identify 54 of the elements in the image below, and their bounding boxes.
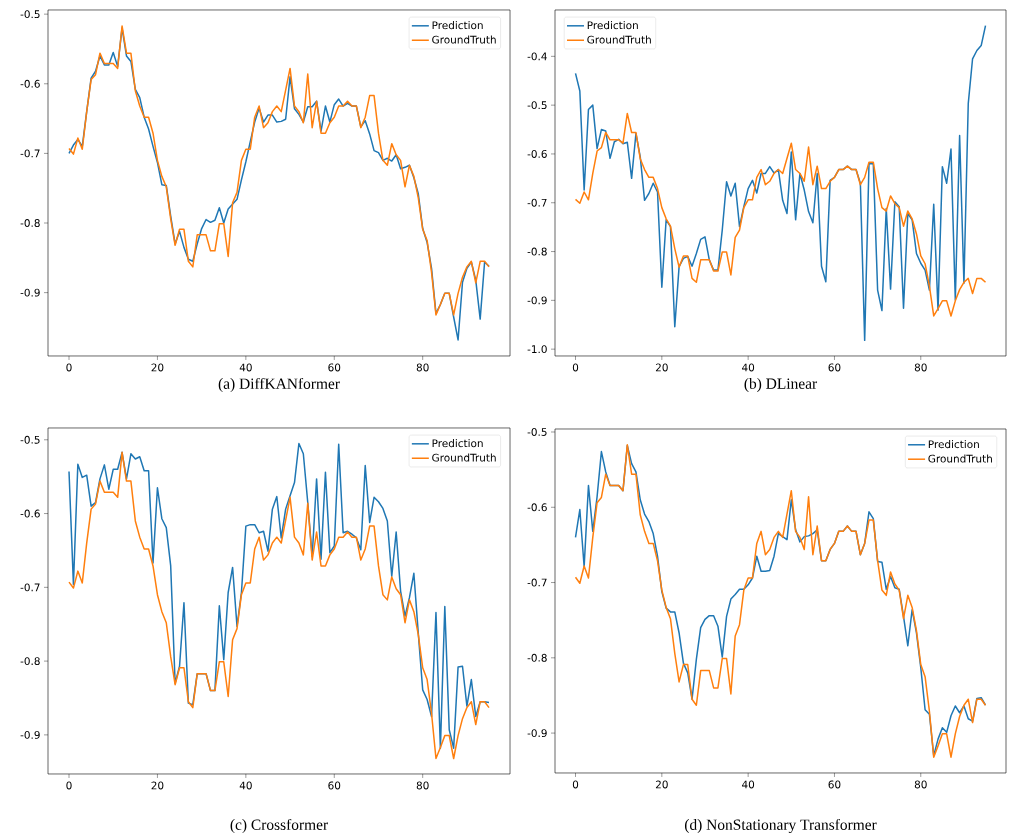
legend-label: Prediction xyxy=(432,21,483,30)
x-tick-label: 20 xyxy=(151,781,164,790)
x-tick-label: 40 xyxy=(239,363,252,372)
y-tick-label: -0.5 xyxy=(20,435,40,444)
x-tick-label: 40 xyxy=(239,781,252,790)
x-tick-label: 80 xyxy=(914,780,927,789)
x-tick-label: 60 xyxy=(828,780,841,789)
text: (c) Crossformer xyxy=(230,818,328,834)
y-tick-label: -0.8 xyxy=(527,653,547,662)
x-tick-label: 60 xyxy=(328,781,341,790)
y-tick-label: -0.7 xyxy=(20,149,40,158)
y-tick-label: -0.6 xyxy=(20,509,40,518)
y-tick-label: -0.6 xyxy=(527,503,547,512)
x-tick-label: 20 xyxy=(151,363,164,372)
y-tick-label: -0.5 xyxy=(20,10,40,19)
y-tick-label: -0.8 xyxy=(20,219,40,227)
legend-label: Prediction xyxy=(587,21,638,30)
x-tick-label: 60 xyxy=(328,363,341,372)
x-tick-label: 0 xyxy=(66,363,72,372)
y-tick-label: -0.6 xyxy=(527,149,547,158)
x-tick-label: 80 xyxy=(416,363,429,372)
x-tick-label: 40 xyxy=(742,780,755,789)
y-tick-label: -0.7 xyxy=(527,578,547,587)
legend-label: Prediction xyxy=(432,439,483,448)
text: (b) DLinear xyxy=(744,377,818,392)
y-tick-label: -0.7 xyxy=(527,198,547,207)
x-tick-label: 40 xyxy=(742,363,755,372)
text: (d) NonStationary Transformer xyxy=(684,818,877,834)
legend-label: GroundTruth xyxy=(928,454,992,463)
x-tick-label: 0 xyxy=(66,781,72,790)
y-tick-label: -0.5 xyxy=(527,101,547,110)
x-tick-label: 80 xyxy=(914,363,927,372)
x-tick-label: 80 xyxy=(416,781,429,790)
y-tick-label: -0.9 xyxy=(20,730,40,739)
y-tick-label: -0.4 xyxy=(527,52,547,61)
y-tick-label: -0.5 xyxy=(527,428,547,436)
legend-label: GroundTruth xyxy=(432,453,496,462)
x-tick-label: 20 xyxy=(655,363,668,372)
x-tick-label: 20 xyxy=(655,780,668,789)
y-tick-label: -0.8 xyxy=(20,657,40,666)
legend-label: Prediction xyxy=(928,440,979,449)
legend-label: GroundTruth xyxy=(587,35,651,44)
y-tick-label: -0.9 xyxy=(527,729,547,738)
y-tick-label: -0.8 xyxy=(527,247,547,256)
legend-label: GroundTruth xyxy=(432,35,496,44)
y-tick-label: -0.6 xyxy=(20,79,40,88)
y-tick-label: -1.0 xyxy=(527,345,547,354)
text: (a) DiffKANformer xyxy=(218,377,340,393)
y-tick-label: -0.7 xyxy=(20,583,40,592)
x-tick-label: 0 xyxy=(572,363,579,372)
y-tick-label: -0.9 xyxy=(527,296,547,305)
x-tick-label: 60 xyxy=(828,363,841,372)
x-tick-label: 0 xyxy=(572,780,579,789)
y-tick-label: -0.9 xyxy=(20,288,40,297)
